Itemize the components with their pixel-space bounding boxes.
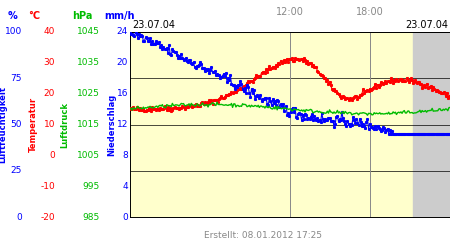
Text: 1015: 1015 [77, 120, 100, 129]
Text: 75: 75 [10, 74, 22, 83]
Text: 50: 50 [10, 120, 22, 129]
Text: 0: 0 [16, 212, 22, 222]
Text: 1025: 1025 [77, 89, 100, 98]
Text: -10: -10 [40, 182, 55, 191]
Text: 30: 30 [44, 58, 55, 67]
Text: %: % [8, 11, 18, 21]
Text: Niederschlag: Niederschlag [108, 93, 117, 156]
Text: 12: 12 [117, 120, 128, 129]
Text: Temperatur: Temperatur [28, 97, 37, 152]
Text: 8: 8 [122, 151, 128, 160]
Text: 1045: 1045 [77, 28, 100, 36]
Text: 16: 16 [117, 89, 128, 98]
Text: 10: 10 [44, 120, 55, 129]
Text: 24: 24 [117, 28, 128, 36]
Text: 0: 0 [49, 151, 55, 160]
Text: 25: 25 [11, 166, 22, 175]
Text: 40: 40 [44, 28, 55, 36]
Text: Luftfeuchtigkeit: Luftfeuchtigkeit [0, 86, 8, 163]
Text: 23.07.04: 23.07.04 [132, 20, 175, 30]
Text: 23.07.04: 23.07.04 [405, 20, 448, 30]
Text: 1005: 1005 [77, 151, 100, 160]
Text: Luftdruck: Luftdruck [60, 102, 69, 148]
Text: 4: 4 [122, 182, 128, 191]
Text: 1035: 1035 [77, 58, 100, 67]
Text: 20: 20 [44, 89, 55, 98]
Text: 100: 100 [5, 28, 22, 36]
Text: Erstellt: 08.01.2012 17:25: Erstellt: 08.01.2012 17:25 [204, 231, 322, 240]
Text: 985: 985 [83, 212, 100, 222]
Text: °C: °C [28, 11, 40, 21]
Text: mm/h: mm/h [104, 11, 135, 21]
Text: 20: 20 [117, 58, 128, 67]
Text: 995: 995 [83, 182, 100, 191]
Text: 18:00: 18:00 [356, 7, 384, 17]
Text: hPa: hPa [72, 11, 92, 21]
Bar [413, 32, 450, 217]
Text: 12:00: 12:00 [276, 7, 304, 17]
Text: -20: -20 [40, 212, 55, 222]
Text: 0: 0 [122, 212, 128, 222]
